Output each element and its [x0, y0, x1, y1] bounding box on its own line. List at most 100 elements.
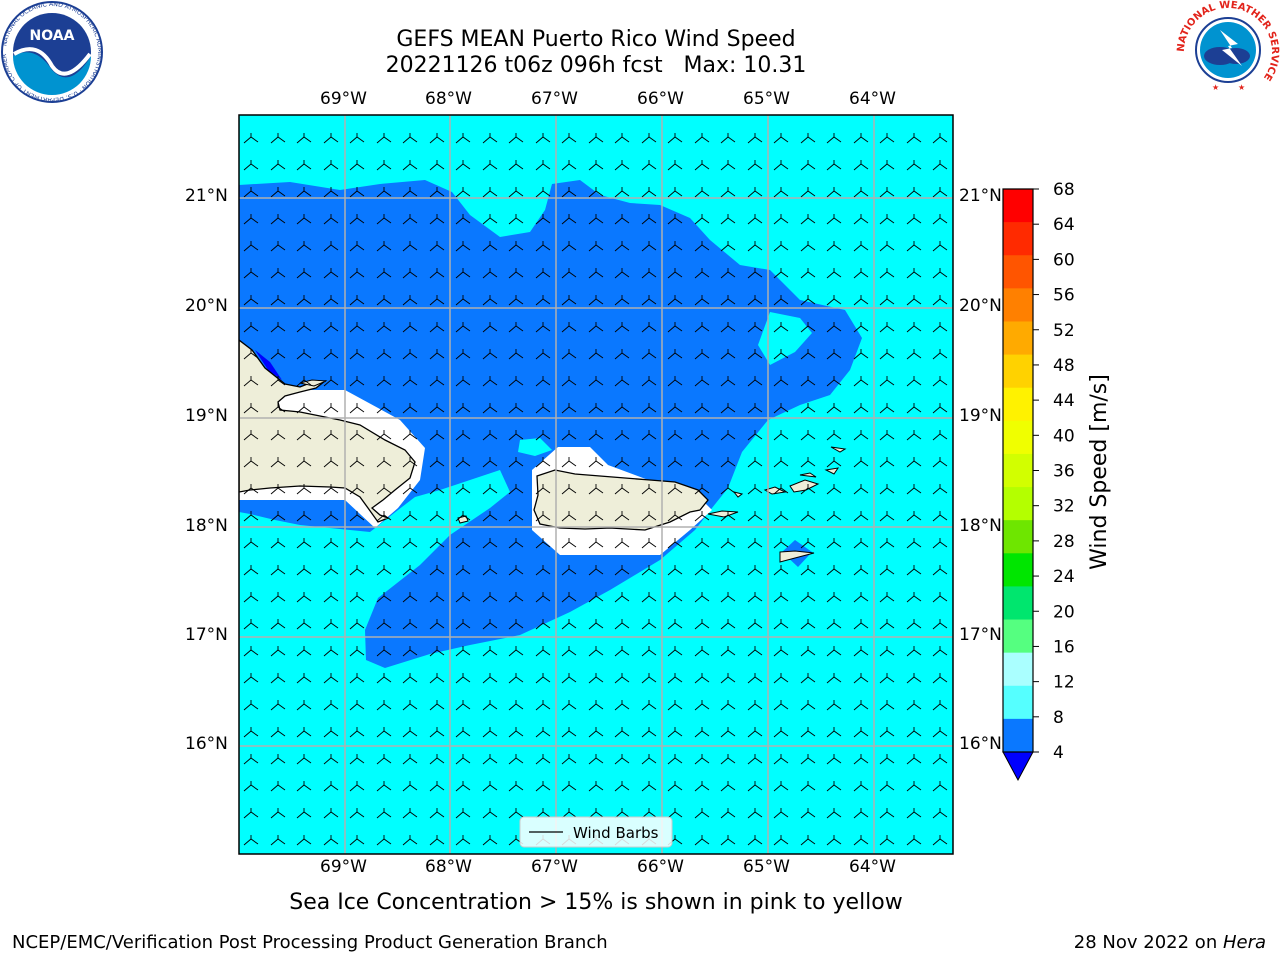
- wind-barb: [349, 133, 365, 144]
- wind-barb: [853, 322, 869, 333]
- wind-barb: [455, 430, 471, 441]
- wind-barb: [932, 187, 948, 198]
- wind-barb: [243, 268, 259, 279]
- wind-barb: [429, 619, 445, 630]
- wind-barb: [588, 214, 604, 225]
- wind-barb: [296, 673, 312, 684]
- wind-barb: [879, 430, 895, 441]
- wind-barb: [429, 457, 445, 468]
- wind-barb: [455, 754, 471, 765]
- wind-barb: [270, 565, 286, 576]
- wind-barb: [641, 133, 657, 144]
- wind-barb: [641, 349, 657, 360]
- wind-barb: [773, 646, 789, 657]
- wind-barb: [561, 511, 577, 522]
- wind-barb: [561, 673, 577, 684]
- colorbar-segment: [1003, 255, 1033, 289]
- wind-barb: [455, 592, 471, 603]
- wind-barb: [694, 646, 710, 657]
- wind-barb: [349, 187, 365, 198]
- lon-label-bottom: 69°W: [320, 857, 367, 877]
- colorbar-tick-label: 24: [1053, 567, 1075, 587]
- wind-barb: [826, 754, 842, 765]
- wind-barb: [853, 835, 869, 846]
- wind-barb: [535, 484, 551, 495]
- wind-barb: [588, 133, 604, 144]
- wind-barb: [747, 646, 763, 657]
- wind-barb: [323, 187, 339, 198]
- colorbar-tick-label: 4: [1053, 743, 1064, 763]
- wind-barb: [747, 403, 763, 414]
- wind-barb: [906, 295, 922, 306]
- wind-barb: [773, 700, 789, 711]
- wind-barb: [243, 133, 259, 144]
- wind-barb: [508, 754, 524, 765]
- wind-barb: [667, 457, 683, 468]
- wind-barb: [826, 376, 842, 387]
- wind-barb: [800, 295, 816, 306]
- wind-barb: [482, 754, 498, 765]
- lat-label-right: 20°N: [959, 296, 1002, 316]
- wind-barb: [641, 727, 657, 738]
- wind-barb: [641, 538, 657, 549]
- wind-barb: [747, 133, 763, 144]
- wind-barb: [879, 376, 895, 387]
- colorbar-segment: [1003, 685, 1033, 720]
- wind-barb: [773, 673, 789, 684]
- wind-barb: [270, 457, 286, 468]
- colorbar-label: Wind Speed [m/s]: [1087, 374, 1112, 570]
- colorbar-tick-label: 52: [1053, 321, 1075, 341]
- wind-barb: [641, 619, 657, 630]
- wind-barb: [482, 214, 498, 225]
- wind-barb: [376, 295, 392, 306]
- wind-barb: [932, 160, 948, 171]
- wind-barb: [455, 835, 471, 846]
- wind-barb: [588, 673, 604, 684]
- wind-barb: [243, 430, 259, 441]
- wind-barb: [906, 511, 922, 522]
- wind-barb: [667, 619, 683, 630]
- wind-barb: [376, 376, 392, 387]
- wind-barb: [826, 430, 842, 441]
- wind-barb: [826, 700, 842, 711]
- wind-barb: [932, 646, 948, 657]
- wind-barb: [853, 457, 869, 468]
- wind-barb: [296, 349, 312, 360]
- wind-barb: [323, 133, 339, 144]
- wind-barb: [747, 808, 763, 819]
- wind-barb: [296, 403, 312, 414]
- wind-barb: [773, 160, 789, 171]
- wind-barb: [243, 781, 259, 792]
- wind-barb: [720, 403, 736, 414]
- wind-barb: [853, 673, 869, 684]
- wind-barb: [323, 268, 339, 279]
- wind-barb: [429, 214, 445, 225]
- wind-barb: [508, 295, 524, 306]
- wind-barb: [561, 619, 577, 630]
- wind-barb: [482, 322, 498, 333]
- wind-barb: [482, 835, 498, 846]
- wind-barb: [641, 268, 657, 279]
- wind-barb: [429, 403, 445, 414]
- wind-barb: [773, 349, 789, 360]
- wind-barb: [402, 241, 418, 252]
- wind-barb: [270, 727, 286, 738]
- wind-barb: [694, 619, 710, 630]
- wind-barb: [853, 484, 869, 495]
- legend-label: Wind Barbs: [573, 824, 659, 842]
- wind-barb: [906, 430, 922, 441]
- wind-barb: [906, 835, 922, 846]
- wind-barb: [906, 592, 922, 603]
- wind-barb: [932, 457, 948, 468]
- wind-barb: [508, 673, 524, 684]
- wind-barb: [376, 187, 392, 198]
- wind-barb: [800, 322, 816, 333]
- wind-barb: [323, 457, 339, 468]
- wind-barb: [270, 376, 286, 387]
- wind-barb: [773, 538, 789, 549]
- wind-barb: [720, 241, 736, 252]
- virgin-islands-4: [824, 467, 840, 475]
- wind-barb: [694, 835, 710, 846]
- wind-barb: [906, 349, 922, 360]
- colorbar-segment: [1003, 453, 1033, 488]
